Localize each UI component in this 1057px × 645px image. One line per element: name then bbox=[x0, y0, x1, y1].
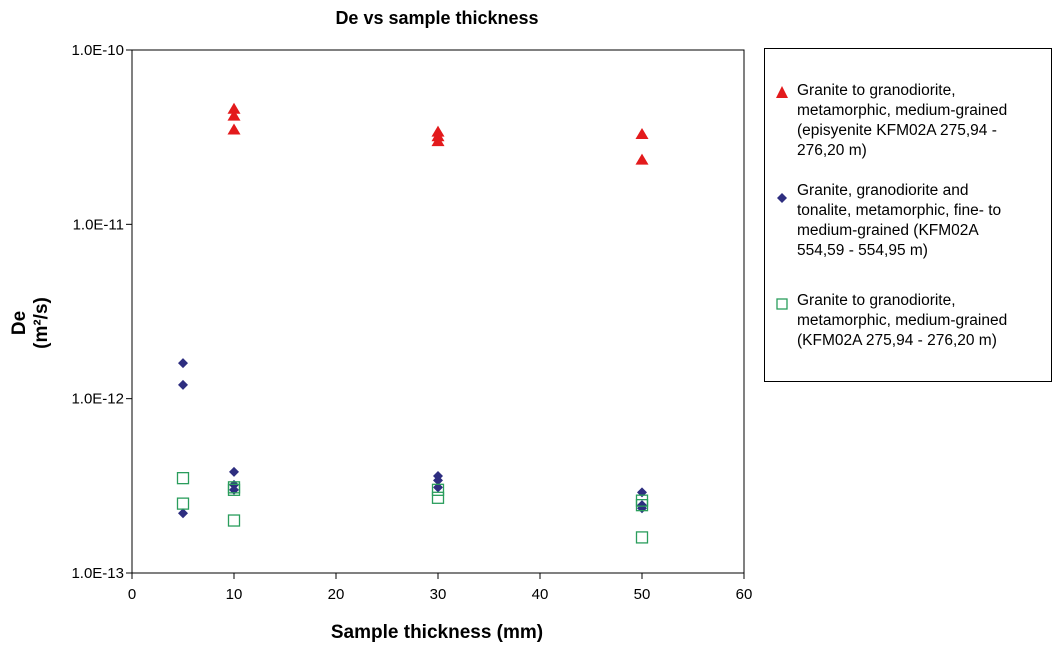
data-point-square bbox=[431, 483, 445, 496]
axes: 0 10 20 30 40 50 60 1.0E-13 1.0E-12 1.0E-11 1.0E-1… bbox=[71, 42, 752, 603]
y-tick-label: 1.0E-12 bbox=[71, 391, 124, 408]
x-tick-label: 50 bbox=[634, 586, 651, 603]
data-point-square bbox=[431, 491, 445, 504]
x-tick-label: 30 bbox=[430, 586, 447, 603]
data-point-square bbox=[635, 499, 649, 512]
data-point-diamond bbox=[178, 379, 188, 390]
data-point-square bbox=[176, 472, 190, 485]
data-point-square bbox=[227, 514, 241, 527]
triangle-marker-icon bbox=[776, 86, 788, 98]
legend-label: Granite to granodiorite, metamorphic, me… bbox=[797, 82, 1008, 159]
open-square-marker-icon bbox=[776, 298, 788, 310]
data-point-triangle bbox=[635, 153, 649, 165]
diamond-marker-icon bbox=[777, 193, 787, 203]
legend-label: Granite to granodiorite, metamorphic, me… bbox=[797, 292, 1008, 349]
x-tick-label: 0 bbox=[128, 586, 136, 603]
data-point-square bbox=[227, 483, 241, 496]
x-tick-label: 20 bbox=[328, 586, 345, 603]
data-point-diamond bbox=[229, 466, 239, 477]
chart-title: De vs sample thickness bbox=[335, 8, 539, 28]
y-tick-label: 1.0E-11 bbox=[73, 216, 124, 233]
y-tick-label: 1.0E-10 bbox=[71, 42, 124, 59]
x-tick-label: 10 bbox=[226, 586, 243, 603]
x-axis-label: Sample thickness (mm) bbox=[330, 622, 544, 643]
data-points bbox=[176, 102, 649, 544]
data-point-triangle bbox=[635, 127, 649, 139]
data-point-triangle bbox=[431, 135, 445, 147]
x-tick-label: 60 bbox=[736, 586, 753, 603]
data-point-diamond bbox=[637, 487, 647, 498]
legend: Granite to granodiorite, metamorphic, me… bbox=[764, 48, 1052, 382]
data-point-diamond bbox=[178, 508, 188, 519]
data-point-square bbox=[635, 531, 649, 544]
y-axis-label: De (m²/s) bbox=[9, 297, 52, 349]
data-point-triangle bbox=[227, 102, 241, 114]
legend-label: Granite, granodiorite and tonalite, meta… bbox=[797, 182, 1002, 259]
data-point-triangle bbox=[227, 123, 241, 135]
data-point-diamond bbox=[178, 358, 188, 369]
x-tick-label: 40 bbox=[532, 586, 549, 603]
data-point-square bbox=[176, 497, 190, 510]
data-point-diamond bbox=[433, 475, 443, 486]
data-point-triangle bbox=[227, 109, 241, 121]
y-tick-label: 1.0E-13 bbox=[71, 565, 124, 582]
